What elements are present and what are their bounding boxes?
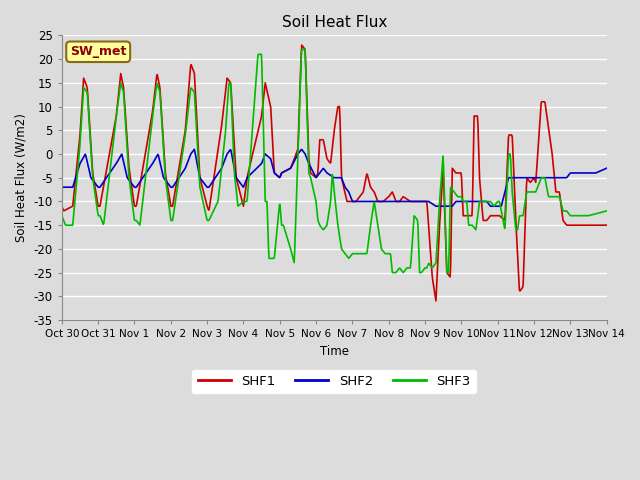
SHF2: [433, 204, 441, 209]
SHF1: [58, 204, 66, 209]
SHF2: [432, 204, 440, 209]
SHF1: [493, 213, 501, 218]
SHF2: [484, 200, 492, 205]
Title: Soil Heat Flux: Soil Heat Flux: [282, 15, 387, 30]
SHF2: [603, 165, 611, 171]
SHF1: [603, 222, 611, 228]
SHF2: [191, 146, 198, 152]
Text: SW_met: SW_met: [70, 45, 126, 58]
SHF3: [484, 199, 492, 204]
SHF3: [278, 222, 286, 228]
SHF2: [298, 147, 306, 153]
X-axis label: Time: Time: [320, 345, 349, 358]
SHF3: [298, 47, 306, 52]
SHF3: [433, 241, 441, 247]
SHF3: [493, 199, 501, 204]
SHF3: [114, 105, 122, 110]
SHF2: [114, 158, 122, 164]
SHF2: [493, 204, 501, 209]
SHF2: [58, 184, 66, 190]
SHF3: [298, 47, 306, 52]
Line: SHF3: SHF3: [62, 49, 607, 273]
SHF2: [279, 169, 287, 175]
SHF1: [278, 170, 286, 176]
Legend: SHF1, SHF2, SHF3: SHF1, SHF2, SHF3: [193, 370, 476, 393]
SHF1: [298, 43, 306, 49]
Line: SHF2: SHF2: [62, 149, 607, 206]
SHF3: [58, 213, 66, 218]
SHF3: [603, 208, 611, 214]
SHF1: [298, 42, 306, 48]
Y-axis label: Soil Heat Flux (W/m2): Soil Heat Flux (W/m2): [15, 113, 28, 242]
SHF1: [433, 275, 441, 281]
SHF3: [389, 270, 397, 276]
Line: SHF1: SHF1: [62, 45, 607, 301]
SHF1: [114, 102, 122, 108]
SHF1: [484, 216, 492, 222]
SHF1: [432, 298, 440, 304]
